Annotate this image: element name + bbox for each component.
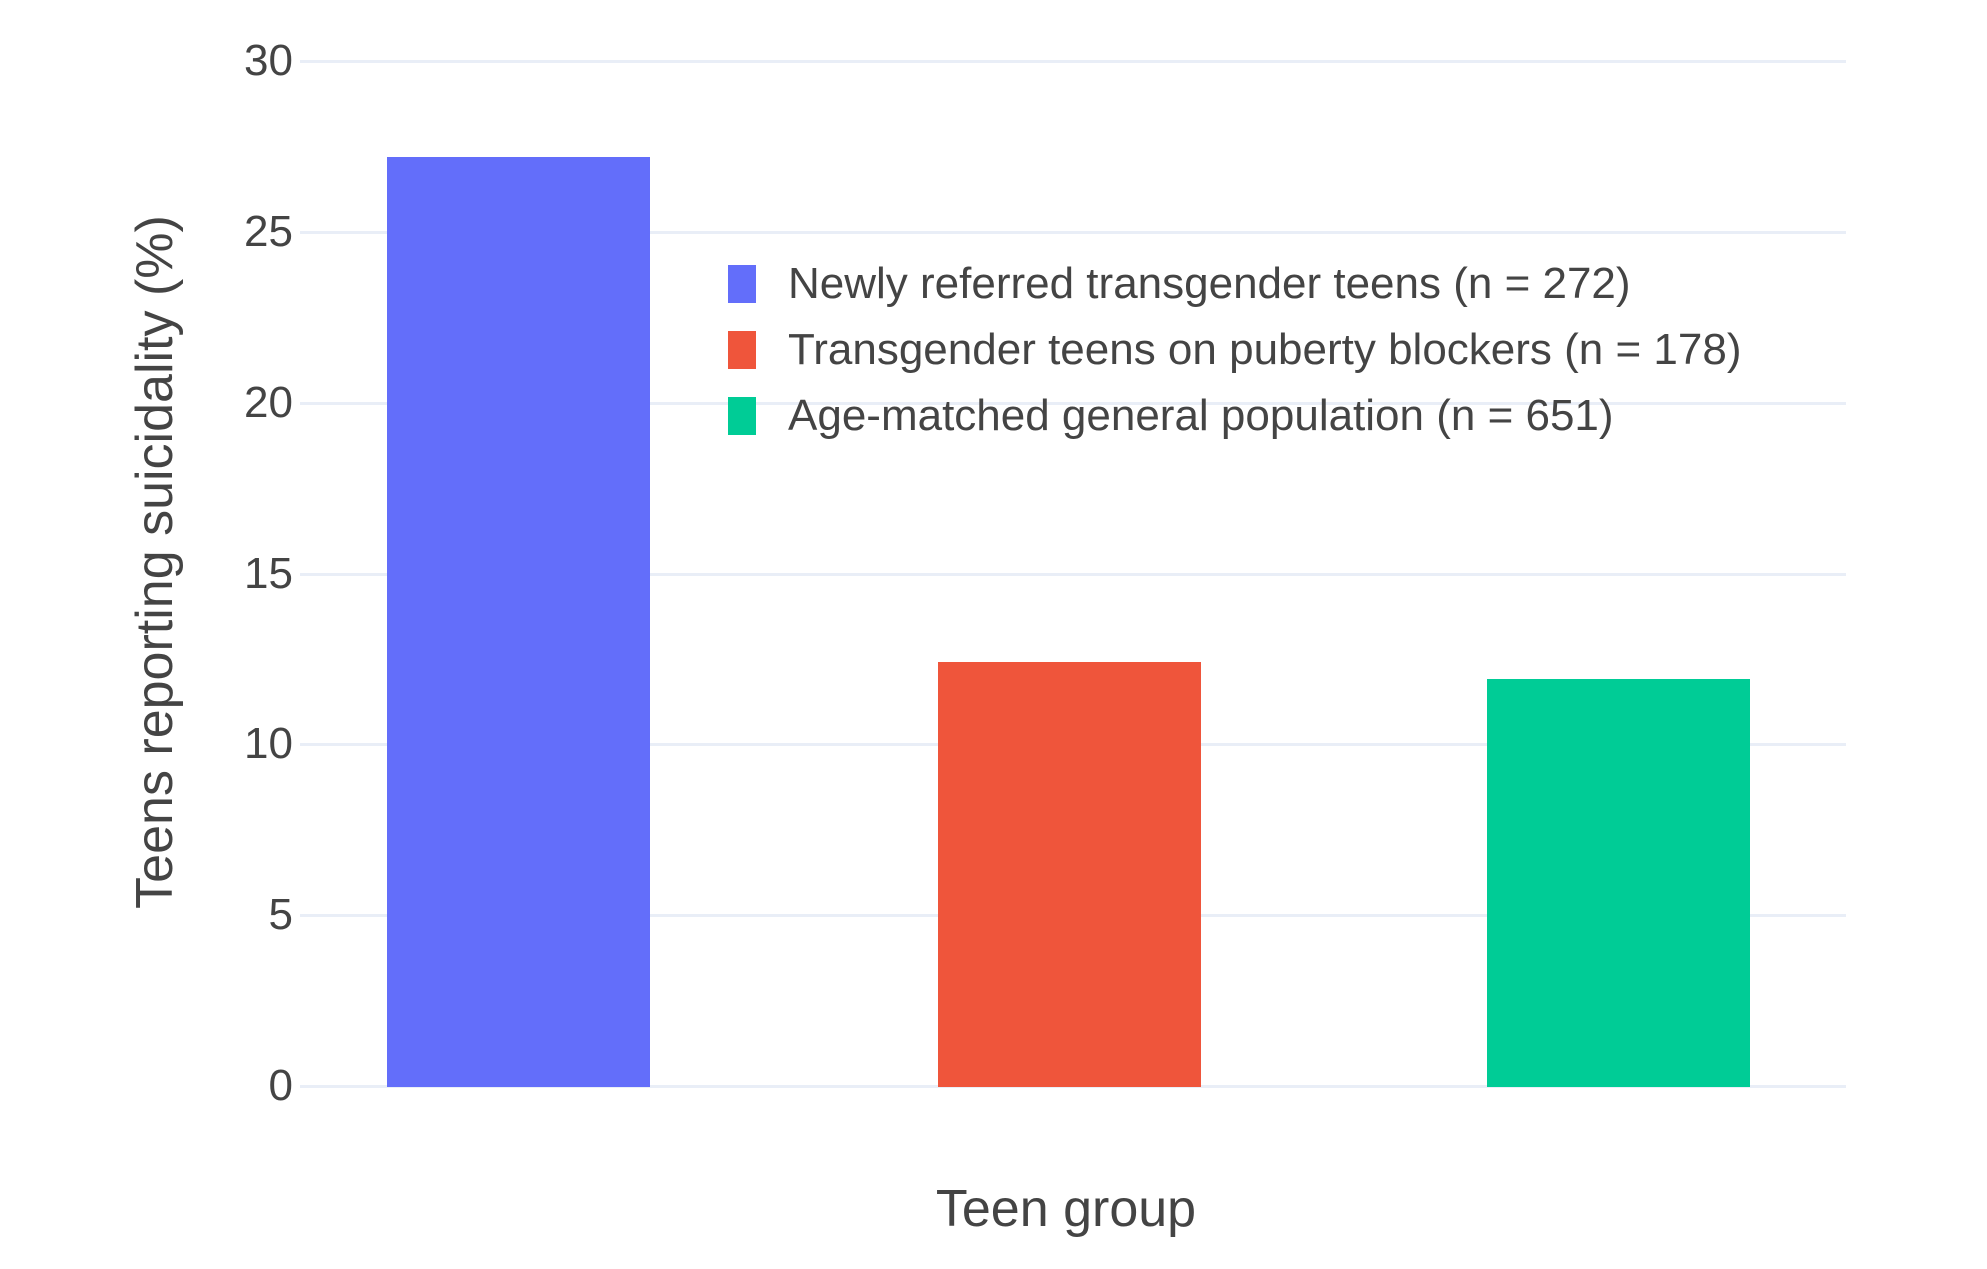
legend-item-0[interactable]: Newly referred transgender teens (n = 27… [728,262,1741,306]
legend-swatch-icon [728,397,756,435]
x-axis-title: Teen group [935,1180,1197,1238]
legend-item-label: Age-matched general population (n = 651) [788,391,1614,440]
legend-item-2[interactable]: Age-matched general population (n = 651) [728,394,1741,438]
gridline-y-25 [300,230,1846,234]
y-tick-label-10: 10 [244,719,293,769]
y-tick-label-25: 25 [244,206,293,256]
gridline-y-30 [300,60,1846,63]
gridline-y-15 [300,572,1846,576]
legend-swatch-icon [728,265,756,303]
y-tick-label-30: 30 [244,36,293,85]
legend-swatch-icon [728,331,756,369]
legend-item-label: Newly referred transgender teens (n = 27… [788,259,1631,308]
bar-1[interactable] [938,662,1201,1087]
bar-0[interactable] [387,156,650,1087]
legend-item-label: Transgender teens on puberty blockers (n… [788,325,1742,374]
gridline-y-20 [300,401,1846,405]
y-tick-label-5: 5 [268,890,293,940]
y-tick-label-0: 0 [268,1061,293,1110]
legend-item-1[interactable]: Transgender teens on puberty blockers (n… [728,328,1741,372]
legend: Newly referred transgender teens (n = 27… [728,262,1741,460]
y-tick-label-15: 15 [244,548,293,598]
y-tick-label-20: 20 [244,377,293,427]
bar-2[interactable] [1487,679,1750,1087]
y-axis-title: Teens reporting suicidality (%) [126,215,184,909]
